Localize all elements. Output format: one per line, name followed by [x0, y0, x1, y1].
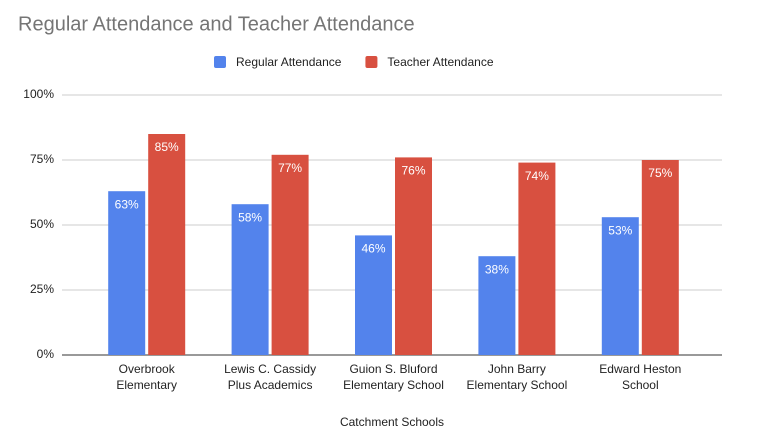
value-label: 76% — [401, 164, 425, 178]
value-label: 75% — [648, 166, 672, 180]
value-label: 38% — [485, 262, 509, 276]
value-label: 85% — [155, 140, 179, 154]
y-tick-label: 50% — [30, 217, 54, 231]
x-tick-label: John Barry — [488, 362, 546, 376]
x-tick-label: Plus Academics — [228, 378, 313, 392]
x-tick-label: Elementary — [116, 378, 177, 392]
legend-swatch — [365, 56, 378, 68]
x-tick-label: Elementary School — [467, 378, 568, 392]
bar — [641, 160, 679, 355]
y-tick-label: 75% — [30, 152, 54, 166]
y-tick-label: 0% — [37, 347, 55, 361]
value-label: 74% — [525, 169, 549, 183]
bar — [148, 134, 186, 355]
bar — [478, 256, 516, 355]
x-tick-label: Lewis C. Cassidy — [224, 362, 316, 376]
bar — [355, 235, 392, 355]
legend-label: Regular Attendance — [236, 55, 342, 69]
x-tick-label: Guion S. Bluford — [349, 362, 437, 376]
x-axis-title: Catchment Schools — [340, 415, 444, 429]
bar — [601, 217, 639, 355]
bar — [271, 154, 309, 355]
x-tick-label: School — [622, 378, 659, 392]
legend-label: Teacher Attendance — [387, 55, 493, 69]
value-label: 77% — [278, 161, 302, 175]
y-tick-label: 25% — [30, 282, 54, 296]
value-label: 63% — [115, 197, 139, 211]
chart-title: Regular Attendance and Teacher Attendanc… — [18, 13, 415, 35]
value-label: 53% — [608, 223, 632, 237]
x-tick-label: Elementary School — [343, 378, 444, 392]
bar — [108, 191, 146, 355]
value-label: 46% — [361, 242, 385, 256]
value-label: 58% — [238, 210, 262, 224]
x-tick-label: Overbrook — [119, 362, 176, 376]
bar — [395, 157, 432, 355]
y-tick-label: 100% — [23, 87, 54, 101]
x-tick-label: Edward Heston — [599, 362, 681, 376]
legend-swatch — [214, 56, 226, 68]
bar — [518, 162, 556, 355]
bar — [231, 204, 269, 355]
